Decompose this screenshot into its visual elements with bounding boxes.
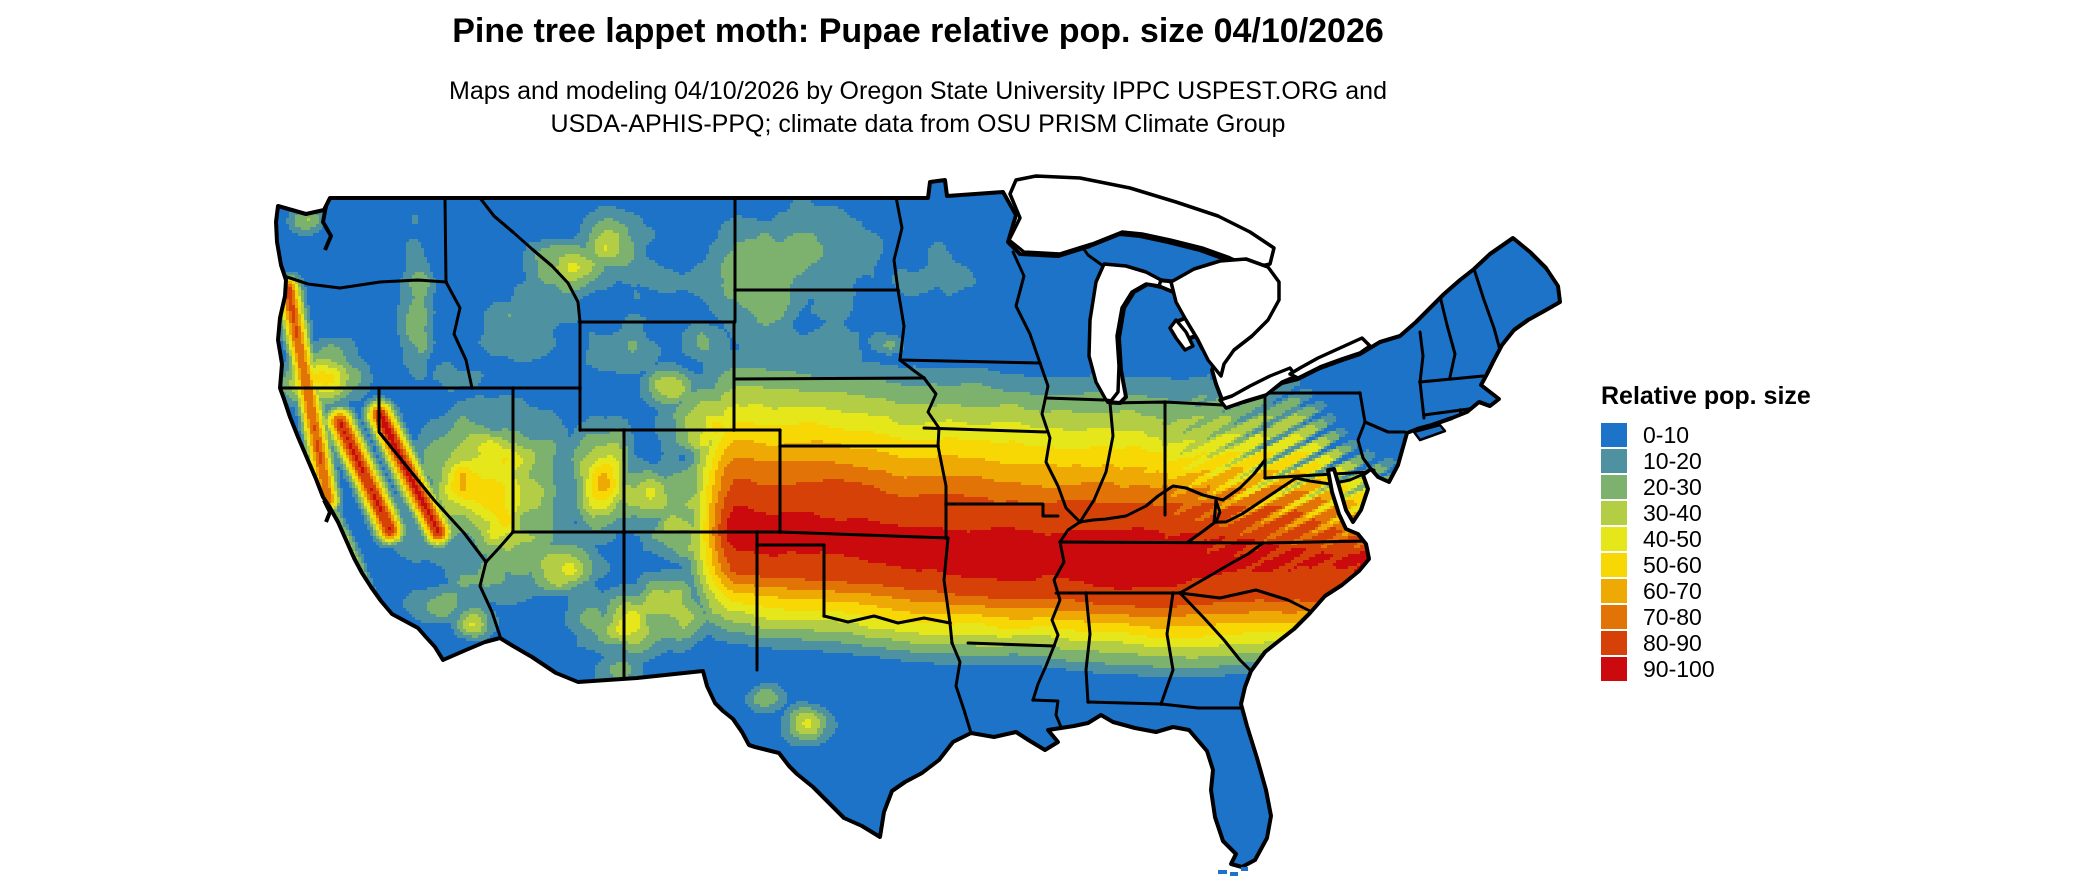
legend-item: 80-90	[1601, 631, 1811, 655]
legend-swatch	[1601, 449, 1627, 473]
map-legend: Relative pop. size 0-10 10-20 20-30 30-40 40…	[1601, 382, 1811, 681]
page-subtitle: Maps and modeling 04/10/2026 by Oregon S…	[0, 75, 1836, 141]
legend-swatch	[1601, 475, 1627, 499]
us-map	[268, 170, 1568, 882]
legend-label: 40-50	[1643, 526, 1702, 552]
legend-swatch	[1601, 631, 1627, 655]
us-map-canvas	[268, 170, 1568, 882]
legend-label: 0-10	[1643, 422, 1690, 448]
legend-item: 20-30	[1601, 475, 1811, 499]
legend-swatch	[1601, 527, 1627, 551]
legend-label: 90-100	[1643, 656, 1715, 682]
legend-swatch	[1601, 579, 1627, 603]
legend-swatch	[1601, 657, 1627, 681]
legend-label: 50-60	[1643, 552, 1702, 578]
legend-list: 0-10 10-20 20-30 30-40 40-50 50-60 60-70 70-80 8…	[1601, 423, 1811, 681]
legend-swatch	[1601, 605, 1627, 629]
legend-title: Relative pop. size	[1601, 382, 1811, 410]
legend-item: 90-100	[1601, 657, 1811, 681]
legend-item: 70-80	[1601, 605, 1811, 629]
legend-label: 30-40	[1643, 500, 1702, 526]
page-title: Pine tree lappet moth: Pupae relative po…	[452, 12, 1384, 50]
legend-swatch	[1601, 553, 1627, 577]
legend-label: 60-70	[1643, 578, 1702, 604]
legend-swatch	[1601, 423, 1627, 447]
legend-item: 30-40	[1601, 501, 1811, 525]
legend-swatch	[1601, 501, 1627, 525]
legend-label: 10-20	[1643, 448, 1702, 474]
legend-item: 60-70	[1601, 579, 1811, 603]
legend-item: 10-20	[1601, 449, 1811, 473]
legend-item: 50-60	[1601, 553, 1811, 577]
legend-label: 70-80	[1643, 604, 1702, 630]
page-subtitle-line1: Maps and modeling 04/10/2026 by Oregon S…	[449, 77, 1387, 105]
figure-header: Pine tree lappet moth: Pupae relative po…	[0, 12, 1836, 141]
legend-item: 40-50	[1601, 527, 1811, 551]
legend-label: 80-90	[1643, 630, 1702, 656]
legend-item: 0-10	[1601, 423, 1811, 447]
legend-label: 20-30	[1643, 474, 1702, 500]
page-subtitle-line2: USDA-APHIS-PPQ; climate data from OSU PR…	[550, 110, 1286, 138]
